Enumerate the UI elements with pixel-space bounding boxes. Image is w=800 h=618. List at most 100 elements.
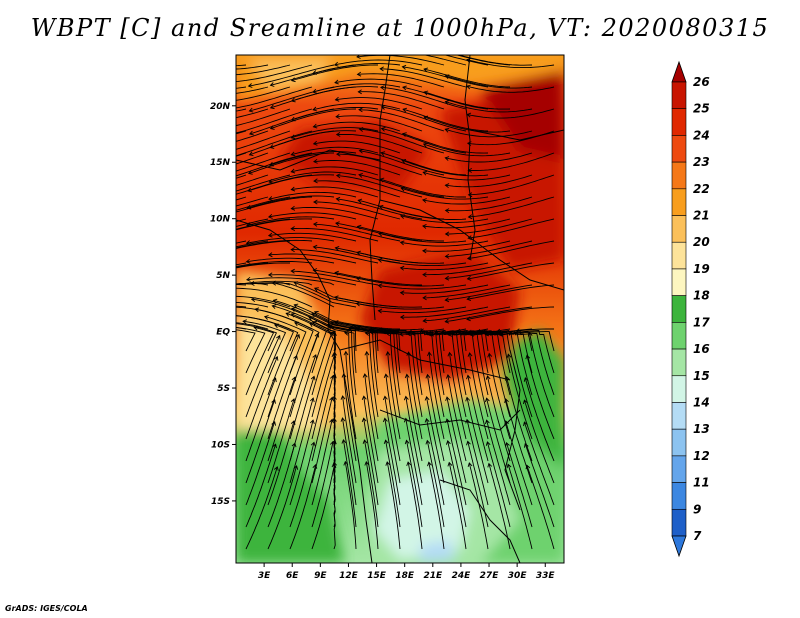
streamline-arrow	[180, 302, 184, 306]
streamline	[445, 240, 533, 257]
streamline	[384, 396, 401, 484]
streamline	[267, 398, 295, 484]
streamline-arrow	[422, 272, 427, 278]
streamline-arrow	[378, 231, 383, 237]
streamline-arrow	[334, 79, 339, 85]
streamline-arrow	[358, 126, 364, 132]
streamline	[311, 332, 335, 418]
streamline	[270, 108, 357, 130]
streamline	[356, 302, 445, 310]
streamline-arrow	[227, 286, 230, 290]
streamline-arrow	[329, 396, 334, 402]
streamline	[236, 218, 247, 223]
streamline	[291, 146, 379, 156]
streamline-arrow	[410, 331, 416, 337]
streamline	[308, 316, 357, 374]
streamline-arrow	[355, 301, 361, 307]
streamline	[426, 440, 445, 528]
streamline	[289, 442, 315, 528]
streamline	[445, 101, 533, 113]
colorbar-segment	[671, 161, 687, 190]
streamline-arrow	[466, 112, 472, 118]
colorbar-label: 21	[693, 209, 710, 223]
streamline-arrow	[290, 226, 296, 231]
streamline	[423, 306, 511, 322]
streamline-arrow	[445, 440, 451, 445]
streamline-arrow	[290, 116, 296, 122]
x-tick-label: 15E	[367, 571, 387, 581]
streamline	[272, 282, 357, 308]
streamline-arrow	[273, 323, 279, 329]
colorbar-label: 23	[693, 155, 710, 169]
streamline-arrow	[158, 285, 162, 289]
streamline-arrow	[290, 420, 296, 425]
streamline-arrow	[402, 107, 408, 113]
streamline	[268, 212, 357, 220]
streamline	[236, 262, 247, 266]
streamline	[236, 239, 313, 249]
streamline	[358, 174, 445, 198]
streamline-arrow	[250, 297, 256, 303]
streamline	[236, 322, 269, 330]
streamline-arrow	[332, 351, 337, 356]
streamline	[236, 130, 247, 135]
streamline	[356, 55, 445, 66]
streamline-arrow	[523, 421, 528, 427]
streamline-arrow	[385, 331, 391, 337]
streamline	[236, 108, 313, 134]
streamline-arrow	[341, 373, 347, 378]
streamline-arrow	[290, 134, 296, 140]
streamline	[529, 332, 555, 418]
streamline-arrow	[444, 127, 450, 133]
streamline-arrow	[312, 268, 318, 273]
streamline-arrow	[312, 88, 317, 94]
streamline	[378, 259, 467, 267]
streamline	[348, 327, 379, 396]
streamline	[291, 249, 379, 264]
streamline	[236, 329, 256, 352]
streamline-arrow	[274, 466, 279, 471]
streamline-arrow	[332, 461, 337, 467]
streamline-arrow	[228, 175, 232, 179]
streamline-arrow	[247, 83, 253, 88]
streamline-arrow	[181, 62, 185, 66]
streamline	[423, 284, 511, 299]
streamline-arrow	[467, 352, 473, 357]
streamline-arrow	[181, 276, 185, 280]
streamline	[359, 128, 445, 154]
streamline-arrow	[465, 396, 471, 402]
streamline	[446, 397, 467, 484]
streamline	[236, 280, 313, 286]
streamline	[291, 127, 379, 139]
streamline-arrow	[380, 104, 386, 110]
streamline-arrow	[295, 333, 301, 339]
streamline	[405, 396, 423, 484]
streamline-arrow	[313, 310, 319, 316]
streamline-arrow	[358, 172, 363, 178]
streamline	[524, 443, 555, 528]
x-tick-label: 6E	[286, 571, 299, 581]
colorbar-segment	[671, 508, 687, 537]
streamline	[448, 462, 467, 550]
streamline	[243, 320, 287, 374]
streamline-arrow	[271, 398, 276, 404]
streamline-arrow	[290, 151, 296, 157]
streamline-arrow	[268, 178, 274, 184]
streamline	[468, 462, 489, 550]
streamline-arrow	[445, 396, 451, 401]
streamline-arrow	[312, 70, 317, 75]
streamline	[245, 377, 277, 462]
streamline-arrow	[447, 351, 453, 357]
streamline-arrow	[444, 231, 450, 237]
streamline-arrow	[402, 46, 406, 50]
streamline	[378, 284, 467, 290]
streamline	[334, 296, 423, 308]
streamline-arrow	[203, 253, 207, 257]
streamline	[400, 284, 489, 294]
streamline	[467, 108, 555, 119]
streamline	[526, 355, 555, 440]
streamline-arrow	[204, 313, 208, 317]
streamline-arrow	[312, 244, 318, 250]
streamline	[445, 174, 533, 188]
streamline	[344, 461, 357, 550]
